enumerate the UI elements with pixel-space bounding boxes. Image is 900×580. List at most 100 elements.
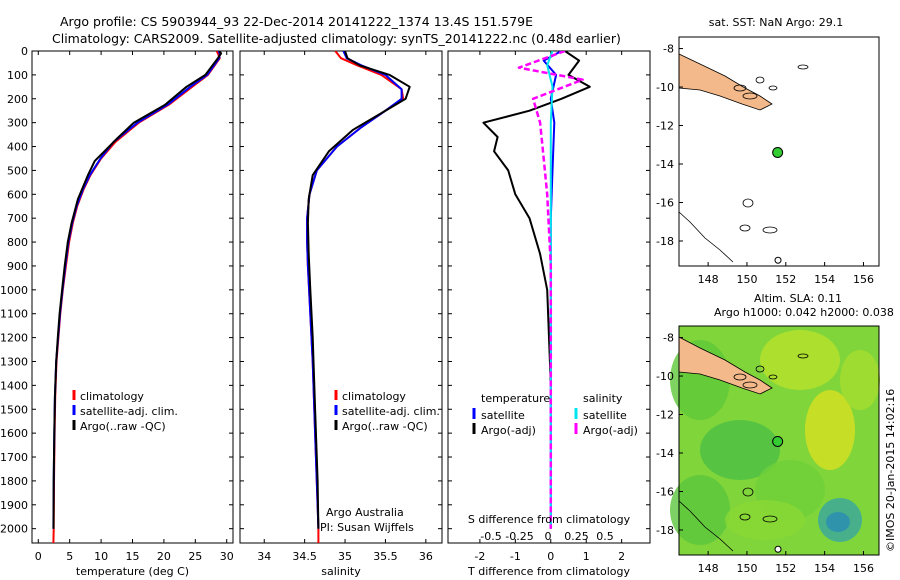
y-tick-label: 600 (7, 188, 28, 201)
legend-label: Argo(..raw -QC) (80, 420, 166, 433)
map-frame-sst (678, 36, 880, 267)
island-outline (742, 92, 758, 100)
y-tick-label: 500 (7, 164, 28, 177)
map-lat-label: -16 (656, 196, 674, 209)
map-frame-sla (678, 325, 880, 556)
legend-label: climatology (342, 390, 406, 403)
map-lat-label: -10 (656, 370, 674, 383)
y-tick-label: 100 (7, 69, 28, 82)
island-outline (768, 85, 778, 91)
sla-anomaly-low (826, 512, 850, 532)
map-lat-label: -14 (656, 447, 674, 460)
legend-group-title: salinity (583, 392, 623, 405)
y-tick-label: 1700 (0, 451, 28, 464)
legend-label: Argo(..raw -QC) (342, 420, 428, 433)
x-tick-label-temp: 10 (94, 550, 108, 563)
y-tick-label: 1900 (0, 499, 28, 512)
sla-anomaly-patch (725, 500, 805, 540)
x-tick-label-temp: 5 (66, 550, 73, 563)
x-tick-label-diff: 0 (547, 550, 554, 563)
x-tick-label-diff: -2 (474, 550, 485, 563)
x-tick-label-sal: 36 (419, 550, 433, 563)
x-tick-label-sal: 34 (257, 550, 271, 563)
credit-text: ©IMOS 20-Jan-2015 14:02:16 (884, 388, 897, 552)
y-tick-label: 1600 (0, 427, 28, 440)
x-tick-label-s: -0.5 (480, 530, 501, 543)
x-axis-label-diff: T difference from climatology (467, 565, 630, 578)
legend-label: Argo(-adj) (481, 424, 536, 437)
x-tick-label-diff: -1 (510, 550, 521, 563)
reference-marker (774, 545, 782, 553)
series-line-climatology (306, 51, 405, 543)
island-outline (733, 373, 747, 381)
x-tick-label-temp: 20 (157, 550, 171, 563)
island-outline (739, 224, 751, 232)
island-outline (733, 84, 747, 92)
coastline (678, 211, 734, 263)
series-line-satellite-adj-clim- (52, 51, 221, 529)
map-lon-label: 152 (775, 273, 796, 286)
map-lon-label: 148 (698, 562, 719, 575)
y-tick-label: 1800 (0, 475, 28, 488)
map-lon-label: 148 (698, 273, 719, 286)
series-line-s-satellite (546, 51, 554, 529)
argo-position-marker (772, 146, 784, 158)
reference-marker (774, 256, 782, 264)
y-tick-label: 800 (7, 236, 28, 249)
island-outline (768, 374, 778, 380)
island-outline (739, 513, 751, 521)
y-tick-label: 1100 (0, 308, 28, 321)
y-tick-label: 300 (7, 117, 28, 130)
map-lat-label: -16 (656, 485, 674, 498)
y-tick-label: 200 (7, 93, 28, 106)
sla-anomaly-patch (840, 350, 880, 410)
map-lat-label: -10 (656, 81, 674, 94)
map-lon-label: 156 (853, 273, 874, 286)
x-tick-label-sal: 35 (338, 550, 352, 563)
y-tick-label: 1500 (0, 403, 28, 416)
legend-group-title: temperature (481, 392, 550, 405)
y-tick-label: 900 (7, 260, 28, 273)
map-lon-label: 156 (853, 562, 874, 575)
island-outline (742, 381, 758, 389)
annotation-text: Argo Australia (326, 506, 404, 519)
series-line-argo-raw-qc- (306, 51, 411, 529)
map-lat-label: -8 (663, 43, 674, 56)
island-outline (762, 515, 778, 523)
x-tick-label-s: 0.25 (564, 530, 589, 543)
series-line-t-argo-adj- (482, 51, 591, 386)
series-line-argo-raw-qc- (52, 51, 223, 529)
sla-anomaly-patch (700, 420, 780, 480)
x-tick-label-sal: 34.5 (292, 550, 317, 563)
map-lon-label: 150 (736, 273, 757, 286)
island-outline (755, 76, 765, 84)
map-lat-label: -12 (656, 120, 674, 133)
land-png (678, 336, 773, 395)
island-outline (742, 487, 754, 497)
legend-label: Argo(-adj) (583, 424, 638, 437)
plot-frame-sal (239, 50, 443, 544)
sla-anomaly-patch (760, 330, 840, 390)
y-tick-label: 1200 (0, 332, 28, 345)
legend-label: satellite (583, 409, 627, 422)
land-png (678, 53, 773, 111)
y-tick-label: 0 (21, 45, 28, 58)
x-tick-label-s: 0.5 (596, 530, 614, 543)
x-tick-label-temp: 15 (126, 550, 140, 563)
map-lon-label: 150 (736, 562, 757, 575)
annotation-text: PI: Susan Wijffels (320, 521, 414, 534)
map-lat-label: -8 (663, 332, 674, 345)
island-outline (797, 353, 809, 359)
x-tick-label-temp: 30 (220, 550, 234, 563)
x-tick-label-diff: 2 (618, 550, 625, 563)
legend-label: satellite-adj. clim. (80, 405, 178, 418)
map-lat-label: -14 (656, 158, 674, 171)
x-axis-label-temp: temperature (deg C) (76, 565, 189, 578)
legend-label: satellite-adj. clim. (342, 405, 440, 418)
chart-title-line1: Argo profile: CS 5903944_93 22-Dec-2014 … (60, 14, 534, 29)
map-title-sla-line1: Altim. SLA: 0.11 (754, 292, 842, 305)
x-tick-label-temp: 25 (188, 550, 202, 563)
map-sst (678, 36, 880, 267)
x-tick-label-s: 0 (545, 530, 552, 543)
